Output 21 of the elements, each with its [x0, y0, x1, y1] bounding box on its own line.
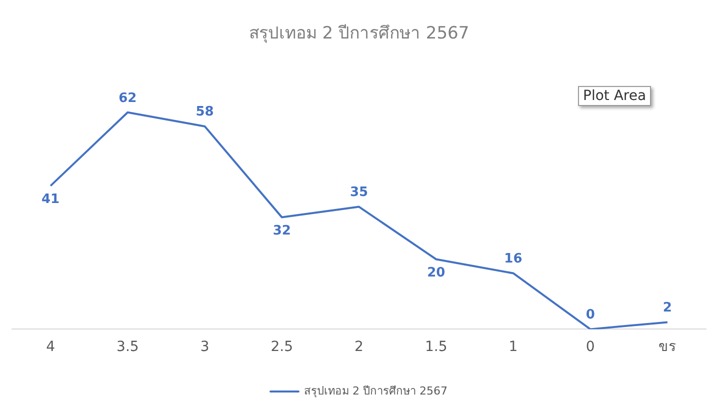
x-tick-label: 3.5 [116, 339, 139, 356]
x-tick-label: ขร [658, 339, 676, 356]
x-tick-label: 1 [508, 339, 518, 356]
x-tick-label: 4 [46, 339, 56, 356]
chart-title: สรุปเทอม 2 ปีการศึกษา 2567 [248, 24, 470, 44]
data-label: 58 [196, 104, 214, 120]
data-label: 2 [662, 300, 672, 316]
x-tick-label: 1.5 [424, 339, 448, 356]
legend-label: สรุปเทอม 2 ปีการศึกษา 2567 [304, 384, 448, 398]
data-label: 20 [427, 266, 446, 281]
data-label: 0 [586, 308, 595, 323]
data-label: 16 [504, 252, 522, 267]
data-label: 62 [118, 90, 137, 106]
data-label: 32 [272, 224, 291, 239]
data-label: 35 [350, 185, 368, 200]
x-tick-label: 3 [200, 339, 210, 356]
x-tick-label: 0 [586, 339, 595, 356]
text: Plot Area [578, 86, 652, 106]
x-tick-label: 2.5 [270, 339, 294, 356]
x-tick-label: 2 [354, 339, 364, 356]
data-label: 41 [42, 192, 60, 208]
